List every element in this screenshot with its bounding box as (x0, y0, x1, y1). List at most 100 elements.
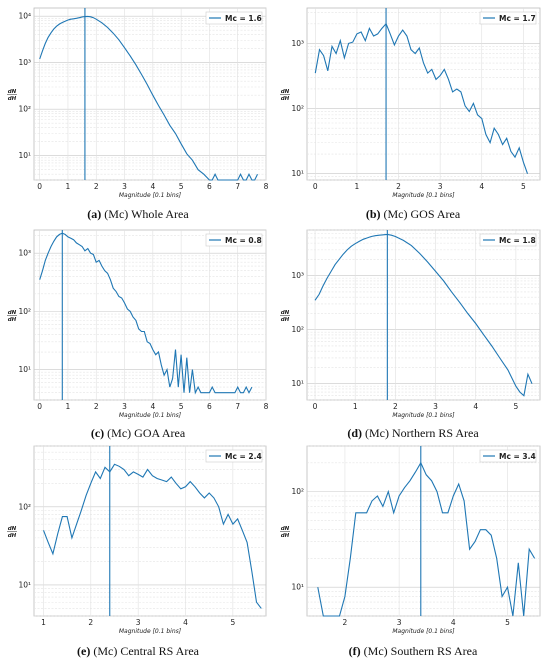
y-tick-label: 10³ (18, 249, 31, 258)
legend-box (205, 449, 263, 463)
x-tick-label: 5 (505, 618, 510, 627)
y-tick-label: 10³ (291, 39, 304, 48)
x-tick-label: 2 (94, 182, 99, 191)
y-tick-label: 10¹ (291, 379, 304, 388)
caption-text: Whole Area (128, 207, 189, 221)
x-tick-label: 8 (264, 402, 269, 411)
legend-box (479, 449, 537, 463)
plot-area (306, 7, 541, 181)
caption-text: Southern RS Area (387, 644, 478, 658)
caption-a: (a) (Mc) Whole Area (3, 207, 273, 222)
legend-label: Mc = 2.4 (225, 452, 262, 461)
legend-label: Mc = 1.7 (499, 14, 536, 23)
y-tick-label: 10¹ (291, 169, 304, 178)
x-tick-label: 1 (355, 182, 360, 191)
x-tick-label: 5 (179, 402, 184, 411)
caption-letter: (c) (90, 426, 105, 440)
caption-d: (d) (Mc) Northern RS Area (278, 426, 548, 441)
caption-b: (b) (Mc) GOS Area (278, 207, 548, 222)
y-tick-label: 10¹ (18, 151, 31, 160)
x-tick-label: 4 (451, 618, 456, 627)
x-tick-label: 0 (313, 182, 318, 191)
y-tick-label: 10⁴ (18, 12, 31, 21)
chart-panel-a: 0 1 2 3 4 5 6 7 8 10¹ 10² 10³ 10⁴ Magnitude [0.1 bins… (7, 7, 269, 199)
plot-area (33, 445, 267, 617)
x-tick-label: 4 (150, 182, 155, 191)
y-axis-label: dN (8, 526, 17, 532)
x-tick-label: 3 (122, 402, 127, 411)
x-tick-label: 2 (393, 402, 398, 411)
caption-mc: (Mc) (93, 644, 118, 658)
caption-letter: (f) (348, 644, 361, 658)
y-tick-label: 10¹ (291, 583, 304, 592)
y-axis-label: dH (281, 317, 290, 323)
caption-text: GOS Area (407, 207, 461, 221)
y-tick-label: 10² (18, 307, 31, 316)
y-axis-label: dN (8, 89, 17, 95)
caption-e: (e) (Mc) Central RS Area (3, 644, 273, 659)
y-axis-label: dH (8, 317, 17, 323)
x-tick-label: 1 (353, 402, 358, 411)
x-tick-label: 4 (473, 402, 478, 411)
x-tick-label: 4 (150, 402, 155, 411)
plot-area (33, 7, 267, 181)
x-tick-label: 0 (37, 402, 42, 411)
x-tick-label: 5 (230, 618, 235, 627)
x-axis-label: Magnitude [0.1 bins] (392, 412, 455, 419)
y-tick-label: 10¹ (18, 580, 31, 589)
legend-label: Mc = 0.8 (225, 236, 262, 245)
legend-box (205, 11, 263, 25)
y-axis-label: dN (8, 310, 17, 316)
series-line (314, 22, 529, 174)
x-tick-label: 6 (207, 182, 212, 191)
caption-mc: (Mc) (363, 644, 388, 658)
x-tick-label: 2 (88, 618, 93, 627)
x-tick-label: 1 (66, 182, 71, 191)
series-line (39, 15, 258, 181)
x-tick-label: 1 (66, 402, 71, 411)
caption-f: (f) (Mc) Southern RS Area (278, 644, 548, 659)
x-tick-label: 0 (37, 182, 42, 191)
caption-text: Central RS Area (117, 644, 199, 658)
series-line (314, 233, 533, 397)
x-axis-label: Magnitude [0.1 bins] (392, 628, 455, 635)
x-tick-label: 3 (122, 182, 127, 191)
x-tick-label: 8 (264, 182, 269, 191)
y-axis-label: dH (8, 533, 17, 539)
x-tick-label: 0 (313, 402, 318, 411)
y-tick-label: 10³ (18, 58, 31, 67)
y-axis-label: dN (281, 310, 290, 316)
y-tick-label: 10² (18, 105, 31, 114)
x-tick-label: 7 (235, 182, 240, 191)
x-axis-label: Magnitude [0.1 bins] (119, 628, 182, 635)
x-tick-label: 2 (396, 182, 401, 191)
legend-label: Mc = 1.8 (499, 236, 536, 245)
x-tick-label: 5 (514, 402, 519, 411)
x-tick-label: 2 (94, 402, 99, 411)
caption-letter: (d) (347, 426, 362, 440)
y-axis-label: dH (281, 96, 290, 102)
y-tick-label: 10² (291, 104, 304, 113)
x-tick-label: 5 (179, 182, 184, 191)
caption-letter: (e) (77, 644, 91, 658)
x-tick-label: 4 (479, 182, 484, 191)
y-tick-label: 10² (291, 325, 304, 334)
x-tick-label: 3 (438, 182, 443, 191)
x-tick-label: 3 (136, 618, 141, 627)
y-tick-label: 10³ (291, 271, 304, 280)
y-tick-label: 10² (291, 487, 304, 496)
x-axis-label: Magnitude [0.1 bins] (392, 192, 455, 199)
y-axis-label: dN (281, 89, 290, 95)
y-axis-label: dH (8, 96, 17, 102)
caption-mc: (Mc) (107, 426, 132, 440)
x-tick-label: 4 (183, 618, 188, 627)
y-axis-label: dN (281, 526, 290, 532)
y-tick-label: 10¹ (18, 365, 31, 374)
x-axis-label: Magnitude [0.1 bins] (119, 192, 182, 199)
y-axis-label: dH (281, 533, 290, 539)
caption-mc: (Mc) (104, 207, 129, 221)
caption-letter: (b) (365, 207, 381, 221)
